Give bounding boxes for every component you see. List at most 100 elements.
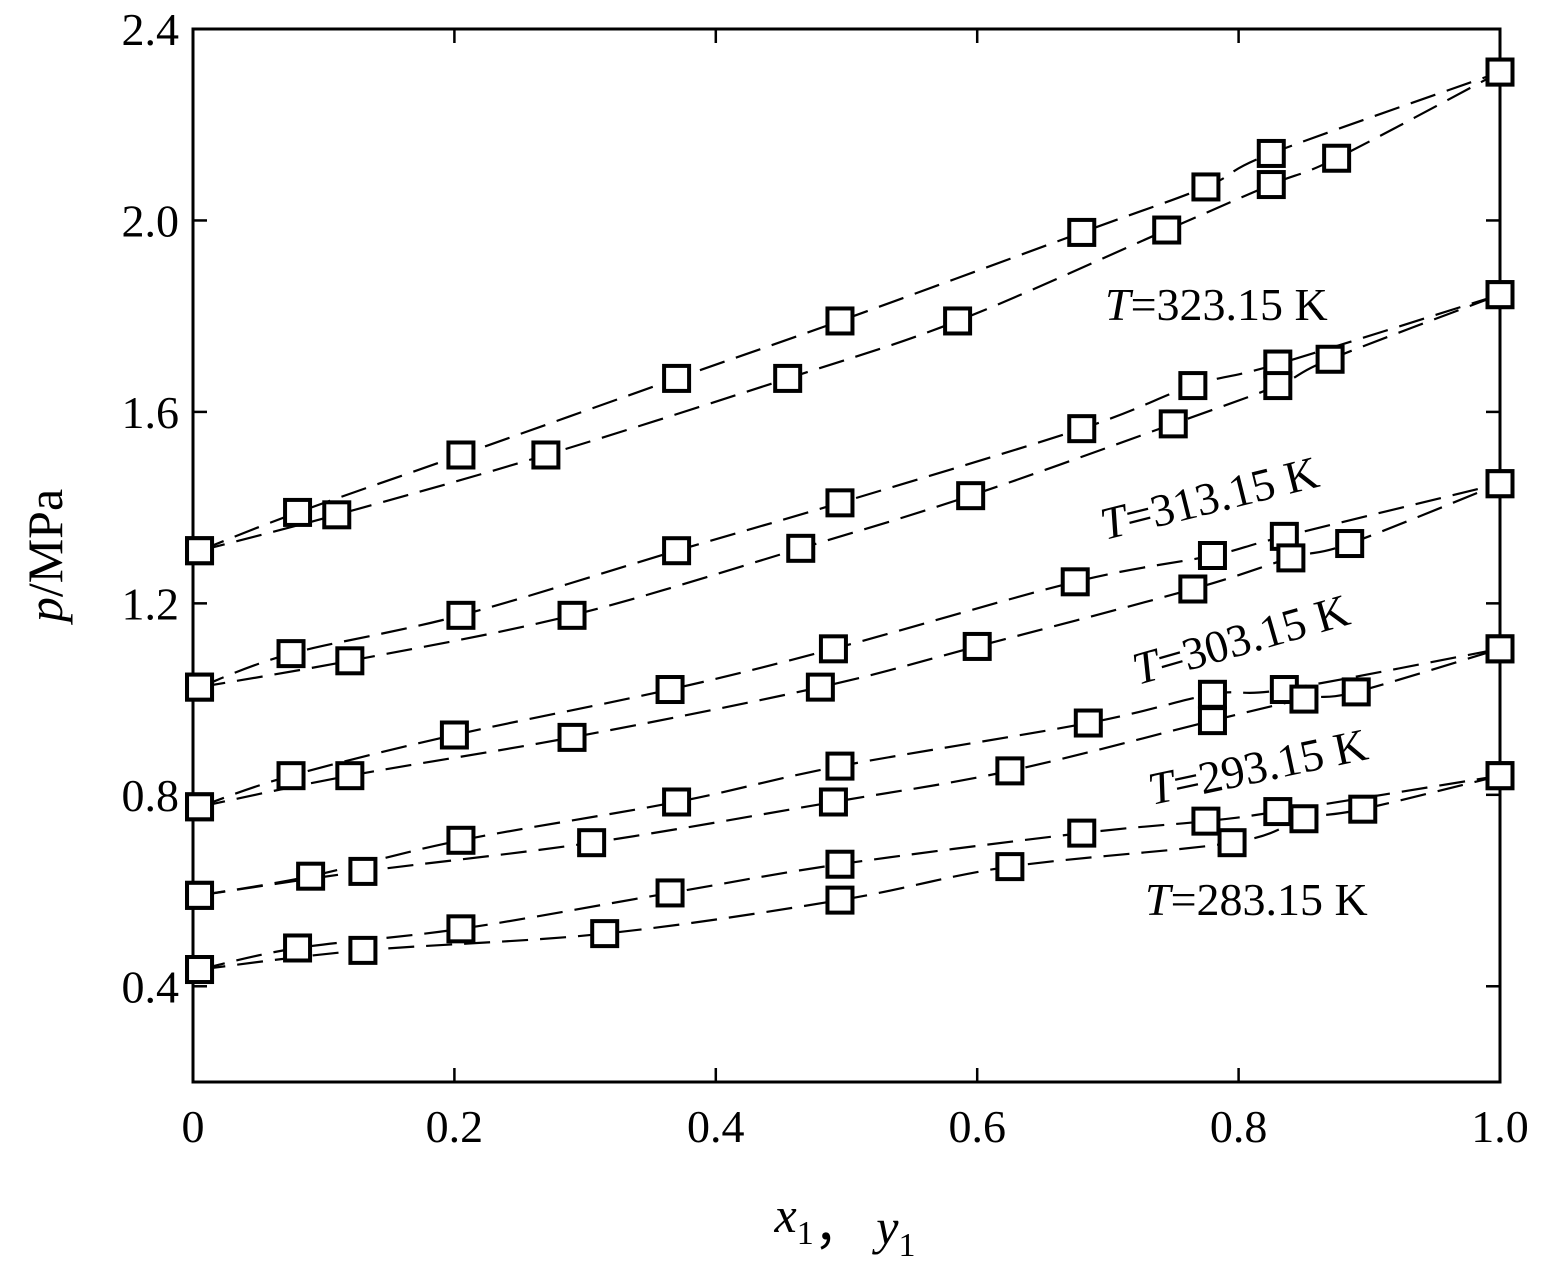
- x-tick-label: 0.4: [687, 1101, 745, 1152]
- dew-point: [1289, 684, 1319, 714]
- dew-point: [531, 440, 561, 470]
- bubble-point: [662, 787, 692, 817]
- bubble-point: [276, 639, 306, 669]
- bubble-point: [1197, 541, 1227, 570]
- dew-point: [1485, 280, 1515, 310]
- bubble-point: [446, 600, 476, 630]
- bubble-point: [825, 488, 855, 518]
- dew-curve: [199, 293, 1501, 689]
- y-tick-label: 0.8: [122, 770, 180, 821]
- bubble-point: [1073, 708, 1103, 738]
- dew-point: [1289, 804, 1319, 834]
- bubble-point: [283, 933, 313, 963]
- dew-point: [335, 646, 365, 676]
- dew-point: [1315, 344, 1345, 374]
- bubble-point: [439, 720, 469, 750]
- dew-point: [805, 672, 835, 702]
- bubble-point: [662, 363, 692, 393]
- x-tick-label: 1.0: [1471, 1101, 1529, 1152]
- bubble-point: [446, 825, 476, 855]
- bubble-point: [1197, 679, 1227, 709]
- bubble-point: [825, 849, 855, 879]
- dew-point: [825, 885, 855, 915]
- dew-point: [348, 856, 378, 886]
- dew-point: [1341, 677, 1371, 707]
- dew-point: [1485, 634, 1515, 664]
- bubble-point: [446, 914, 476, 944]
- y-tick-label: 2.0: [122, 195, 180, 246]
- y-tick-label: 1.6: [122, 387, 180, 438]
- y-tick-label: 2.4: [122, 4, 180, 55]
- bubble-point: [825, 751, 855, 781]
- dew-point: [335, 761, 365, 791]
- dew-point: [1217, 828, 1247, 858]
- dew-point: [1276, 543, 1306, 573]
- dew-point: [1335, 529, 1365, 559]
- bubble-point: [1191, 806, 1221, 836]
- bubble-point: [655, 675, 685, 705]
- dew-point: [995, 756, 1025, 786]
- dew-point: [557, 600, 587, 630]
- dew-point: [322, 500, 352, 530]
- dew-point: [1256, 170, 1286, 200]
- dew-point: [1348, 794, 1378, 824]
- bubble-point: [1191, 172, 1221, 202]
- y-tick-label: 1.2: [122, 578, 180, 629]
- dew-point: [185, 672, 215, 702]
- dew-point: [1485, 761, 1515, 791]
- y-tick-label: 0.4: [122, 961, 180, 1012]
- series-label: T=293.15 K: [1143, 719, 1372, 815]
- bubble-point: [446, 440, 476, 470]
- series-label: T=303.15 K: [1127, 584, 1355, 694]
- bubble-point: [296, 861, 326, 891]
- series-label: T=323.15 K: [1105, 279, 1328, 330]
- dew-point: [1485, 469, 1515, 499]
- dew-point: [786, 533, 816, 563]
- curves: [199, 71, 1501, 971]
- dew-point: [773, 363, 803, 393]
- dew-point: [557, 722, 587, 752]
- x-tick-label: 0.6: [948, 1101, 1006, 1152]
- bubble-point: [1060, 567, 1090, 597]
- bubble-point: [1178, 371, 1208, 401]
- dew-point: [1322, 143, 1352, 173]
- dew-point: [577, 828, 607, 858]
- dew-point: [1152, 215, 1182, 245]
- dew-point: [1485, 57, 1515, 87]
- dew-point: [818, 787, 848, 817]
- bubble-point: [825, 306, 855, 336]
- bubble-point: [818, 634, 848, 664]
- dew-point: [1197, 706, 1227, 736]
- dew-curve: [199, 647, 1501, 897]
- dew-curve: [199, 482, 1501, 808]
- dew-point: [185, 536, 215, 566]
- x-tick-label: 0.2: [426, 1101, 484, 1152]
- y-axis-label: p/MPa: [17, 489, 73, 625]
- bubble-point: [662, 536, 692, 566]
- dew-point: [348, 935, 378, 965]
- bubble-curve: [199, 71, 1501, 552]
- bubble-point: [1256, 138, 1286, 168]
- dew-point: [1263, 371, 1293, 401]
- dew-point: [185, 880, 215, 910]
- bubble-point: [655, 878, 685, 908]
- bubble-point: [1067, 414, 1097, 444]
- dew-point: [962, 631, 992, 661]
- dew-point: [995, 852, 1025, 882]
- markers: [185, 57, 1515, 985]
- axes: 0 0.2 0.4 0.6 0.8 1.0 0.4 0.8 1.2 1.6 2.0 2.4 x1， y1…: [17, 4, 1529, 1264]
- dew-point: [1158, 409, 1188, 439]
- bubble-point: [283, 497, 313, 527]
- x-axis-label: x1， y1: [774, 1187, 916, 1264]
- dew-curve: [199, 774, 1501, 971]
- dew-point: [956, 481, 986, 511]
- bubble-point: [276, 761, 306, 791]
- bubble-point: [1263, 797, 1293, 827]
- bubble-point: [1067, 818, 1097, 848]
- dew-curve: [199, 71, 1501, 552]
- series-label: T=283.15 K: [1145, 874, 1368, 925]
- x-tick-label: 0: [182, 1101, 205, 1152]
- dew-point: [185, 955, 215, 985]
- x-tick-label: 0.8: [1210, 1101, 1268, 1152]
